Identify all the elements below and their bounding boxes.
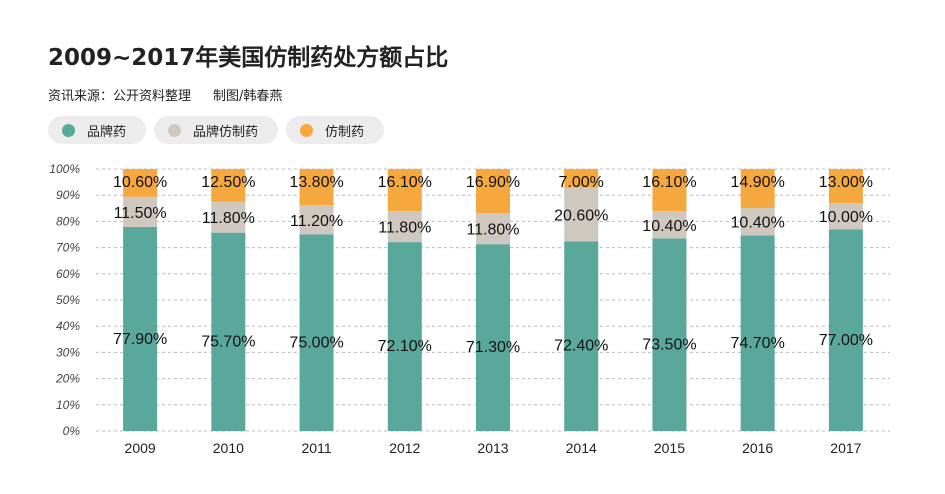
y-tick-label: 90% <box>56 188 80 202</box>
x-tick-label: 2012 <box>389 440 420 456</box>
data-label-brand: 77.00% <box>819 332 873 349</box>
bar-generic <box>387 169 422 212</box>
legend-item-brand-generic[interactable]: 品牌仿制药 <box>154 116 279 144</box>
y-tick-label: 100% <box>49 162 80 176</box>
y-tick-label: 10% <box>56 398 80 412</box>
data-label-generic: 16.10% <box>378 174 432 191</box>
data-label-brand-generic: 10.40% <box>731 215 785 232</box>
data-label-brand-generic: 11.20% <box>290 213 343 230</box>
bar-brand-generic <box>299 205 334 235</box>
data-label-generic: 10.60% <box>113 174 167 191</box>
author-note: 制图/韩春燕 <box>213 89 283 104</box>
legend-item-generic[interactable]: 仿制药 <box>286 116 385 144</box>
data-label-brand: 74.70% <box>731 335 785 352</box>
x-tick-label: 2013 <box>477 440 508 456</box>
data-label-brand: 71.30% <box>466 339 520 356</box>
bar-brand-generic <box>564 187 599 242</box>
x-tick-label: 2010 <box>213 440 244 456</box>
bar-brand-generic <box>740 208 775 236</box>
legend-item-brand[interactable]: 品牌药 <box>48 116 147 144</box>
bar-brand <box>211 232 246 431</box>
data-label-brand: 77.90% <box>113 331 167 348</box>
bar-brand <box>299 234 334 431</box>
y-tick-label: 60% <box>56 267 80 281</box>
y-tick-label: 50% <box>56 293 80 307</box>
bar-brand <box>387 242 422 431</box>
bar-brand <box>123 226 158 431</box>
data-label-generic: 14.90% <box>731 174 785 191</box>
bar-brand-generic <box>652 211 687 239</box>
chart-subtitle: 资讯来源：公开资料整理 制图/韩春燕 <box>48 85 282 104</box>
y-tick-label: 70% <box>56 241 80 255</box>
data-label-brand: 72.40% <box>554 338 608 355</box>
bar-generic <box>299 169 334 206</box>
data-label-brand-generic: 11.80% <box>202 210 255 227</box>
data-label-generic: 13.80% <box>289 174 343 191</box>
bar-brand-generic <box>387 211 422 243</box>
bar-brand-generic <box>476 213 510 245</box>
data-label-generic: 16.90% <box>466 174 520 191</box>
bar-brand <box>564 241 599 431</box>
x-tick-label: 2016 <box>742 440 773 456</box>
data-label-generic: 16.10% <box>642 174 696 191</box>
x-tick-label: 2011 <box>302 440 332 456</box>
data-label-brand: 72.10% <box>378 338 432 355</box>
data-label-brand: 73.50% <box>642 336 696 353</box>
bar-generic <box>564 169 599 188</box>
x-tick-label: 2017 <box>830 440 861 456</box>
legend-swatch-generic <box>300 123 314 137</box>
data-label-brand-generic: 20.60% <box>554 207 608 224</box>
bar-brand <box>828 229 863 431</box>
source-note: 资讯来源：公开资料整理 <box>48 89 192 104</box>
bar-generic <box>652 169 687 212</box>
data-label-generic: 12.50% <box>201 174 255 191</box>
data-label-brand: 75.00% <box>289 335 343 352</box>
bar-brand <box>476 244 510 431</box>
y-tick-label: 80% <box>56 214 80 228</box>
legend: 品牌药 品牌仿制药 仿制药 <box>48 116 385 144</box>
data-label-brand: 75.70% <box>201 334 255 351</box>
data-label-brand-generic: 10.40% <box>642 218 696 235</box>
x-tick-label: 2009 <box>125 440 156 456</box>
legend-label-brand-generic: 品牌仿制药 <box>193 124 259 140</box>
bar-generic <box>476 169 510 214</box>
data-label-brand-generic: 11.80% <box>378 220 431 237</box>
bar-generic <box>211 169 246 202</box>
bar-brand <box>652 238 687 431</box>
legend-swatch-brand-generic <box>168 123 182 137</box>
bar-brand-generic <box>828 203 863 230</box>
bar-generic <box>123 169 158 197</box>
bar-brand-generic <box>211 201 246 233</box>
y-tick-label: 0% <box>63 424 81 438</box>
x-tick-label: 2015 <box>654 440 685 456</box>
bar-generic <box>740 169 775 209</box>
chart-title: 2009~2017年美国仿制药处方额占比 <box>48 45 449 71</box>
bar-generic <box>828 169 863 204</box>
legend-swatch-brand <box>62 123 75 137</box>
data-label-generic: 13.00% <box>819 174 873 191</box>
legend-label-generic: 仿制药 <box>325 124 365 140</box>
x-tick-label: 2014 <box>566 440 597 456</box>
bar-brand-generic <box>123 196 158 227</box>
data-label-generic: 7.00% <box>559 174 604 191</box>
data-label-brand-generic: 11.80% <box>466 222 519 239</box>
data-label-brand-generic: 10.00% <box>819 209 873 226</box>
y-tick-label: 40% <box>56 319 80 333</box>
legend-label-brand: 品牌药 <box>87 124 127 140</box>
bar-brand <box>740 235 775 431</box>
y-tick-label: 30% <box>56 345 80 359</box>
y-tick-label: 20% <box>55 372 80 386</box>
data-label-brand-generic: 11.50% <box>114 205 167 222</box>
